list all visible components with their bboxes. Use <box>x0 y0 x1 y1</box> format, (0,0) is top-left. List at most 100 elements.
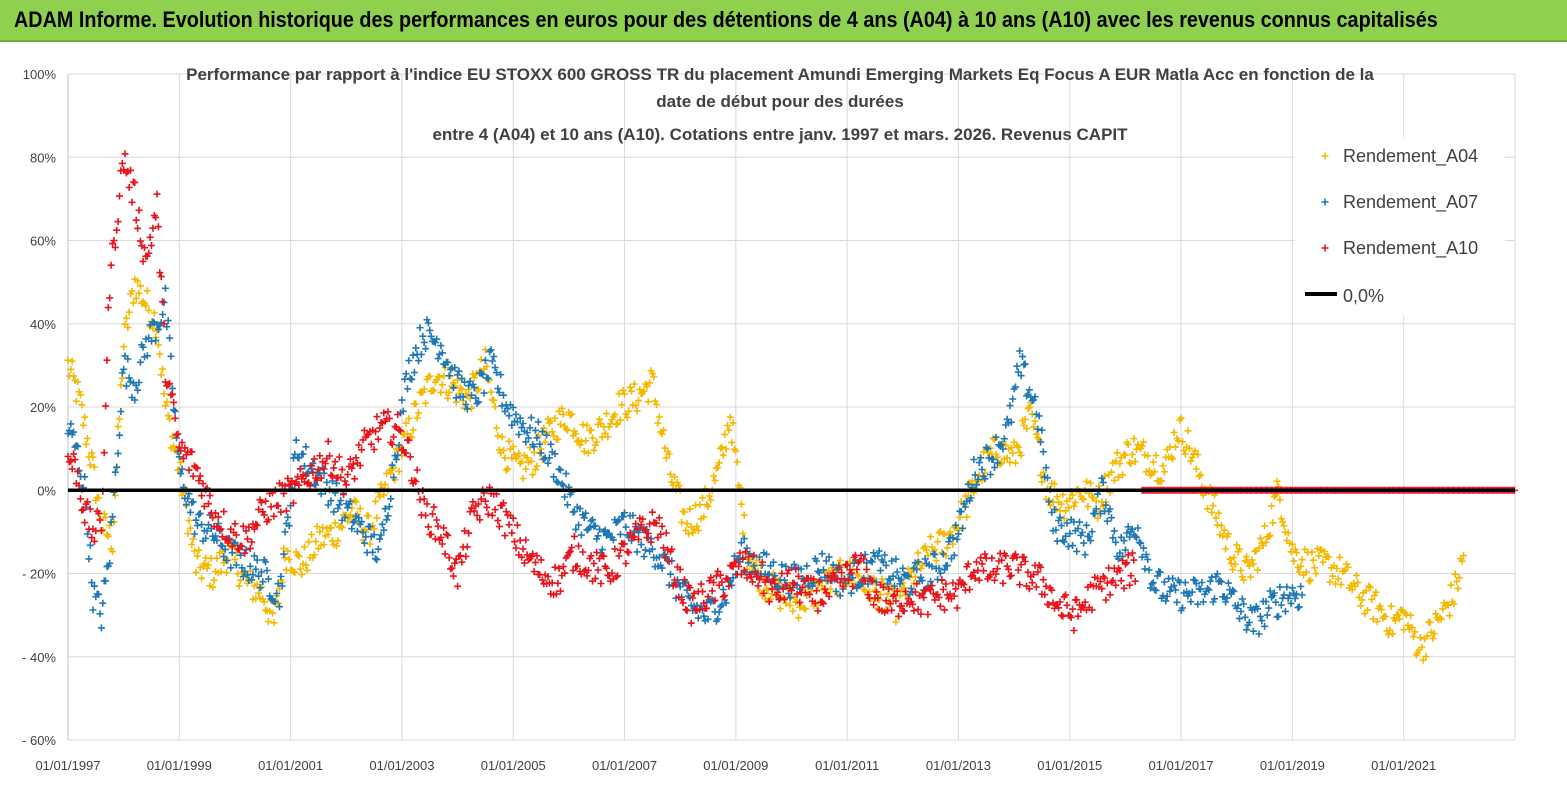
data-point <box>106 521 114 529</box>
data-point <box>1222 598 1230 606</box>
data-point <box>689 594 697 602</box>
data-point <box>1032 430 1040 438</box>
data-point <box>487 388 495 396</box>
data-point <box>888 557 896 565</box>
data-point <box>561 493 569 501</box>
data-point <box>458 374 466 382</box>
data-point <box>661 554 669 562</box>
data-point <box>676 565 684 573</box>
data-point <box>875 547 883 555</box>
data-point <box>252 565 260 573</box>
data-point <box>459 393 467 401</box>
data-point <box>886 600 894 608</box>
data-point <box>1320 548 1328 556</box>
data-point <box>781 595 788 603</box>
data-point <box>74 442 82 450</box>
data-point <box>442 530 450 538</box>
data-point <box>1038 426 1046 434</box>
data-point <box>970 568 978 576</box>
data-point <box>191 530 199 538</box>
data-point <box>1070 627 1078 634</box>
data-point <box>1000 435 1008 443</box>
data-point <box>604 433 612 441</box>
data-point <box>570 508 578 515</box>
data-point <box>1369 615 1377 623</box>
data-point <box>1365 582 1373 590</box>
data-point <box>646 520 654 528</box>
data-point <box>220 553 228 561</box>
data-point <box>378 520 386 528</box>
data-point <box>765 598 773 606</box>
data-point <box>447 565 455 573</box>
data-point <box>751 568 759 576</box>
data-point <box>1124 441 1132 448</box>
data-point <box>789 607 797 615</box>
data-point <box>390 433 398 441</box>
data-point <box>1297 583 1305 590</box>
data-point <box>167 352 175 360</box>
data-point <box>920 594 928 602</box>
data-point <box>806 590 814 598</box>
data-point <box>68 357 76 365</box>
data-point <box>724 575 731 583</box>
data-point <box>822 557 830 565</box>
data-point <box>1016 347 1024 355</box>
data-point <box>244 535 251 543</box>
data-point <box>500 447 507 454</box>
data-point <box>319 464 327 472</box>
data-point <box>1064 543 1072 550</box>
data-point <box>593 438 601 446</box>
data-point <box>107 518 115 526</box>
data-point <box>918 577 926 585</box>
data-point <box>152 213 160 221</box>
data-point <box>509 404 517 411</box>
data-point <box>889 572 897 580</box>
data-point <box>220 508 228 516</box>
data-point <box>1199 598 1207 606</box>
data-point <box>836 579 844 587</box>
data-point <box>1373 618 1381 626</box>
data-point <box>1281 607 1289 615</box>
data-point <box>1307 576 1314 584</box>
x-tick-label: 01/01/2015 <box>1037 758 1102 773</box>
data-point <box>324 437 332 445</box>
data-point <box>228 542 236 550</box>
data-point <box>168 432 176 440</box>
data-point <box>1067 614 1075 621</box>
data-point <box>530 568 538 576</box>
data-point <box>97 527 105 534</box>
data-point <box>447 365 455 373</box>
data-point <box>124 324 132 331</box>
data-point <box>722 445 730 453</box>
data-point <box>168 390 176 398</box>
data-point <box>367 440 375 448</box>
data-point <box>1115 555 1122 563</box>
data-point <box>1017 372 1025 380</box>
data-point <box>717 571 724 579</box>
data-point <box>760 589 768 597</box>
data-point <box>1057 522 1065 530</box>
data-point <box>782 581 790 589</box>
data-point <box>522 536 530 544</box>
data-point <box>296 465 304 473</box>
data-point <box>143 287 151 295</box>
data-point <box>340 490 347 498</box>
data-point <box>502 508 510 516</box>
data-point <box>856 557 864 565</box>
data-point <box>1204 505 1211 513</box>
data-point <box>239 573 247 580</box>
data-point <box>434 355 442 363</box>
data-point <box>1255 630 1263 638</box>
data-point <box>554 579 562 587</box>
data-point <box>1177 414 1185 422</box>
data-point <box>1404 621 1412 629</box>
y-tick-label: 0% <box>37 483 56 498</box>
data-point <box>825 593 833 600</box>
data-point <box>468 391 475 399</box>
data-point <box>377 531 385 539</box>
data-point <box>346 498 354 505</box>
data-point <box>72 397 80 405</box>
data-point <box>88 449 96 457</box>
data-point <box>1119 557 1127 564</box>
data-point <box>547 440 555 448</box>
